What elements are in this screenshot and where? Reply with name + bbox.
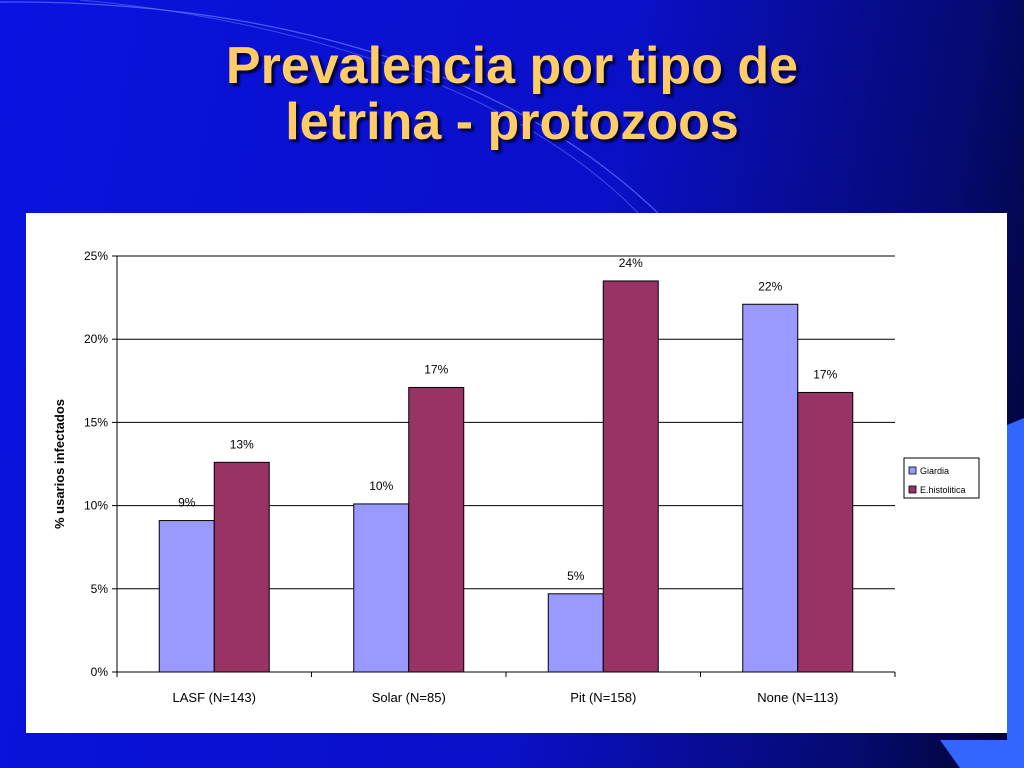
y-tick-label: 15% [84, 415, 108, 429]
bar-e-histolitica-4 [797, 391, 854, 673]
x-tick-label: Solar (N=85) [372, 690, 446, 705]
y-tick-label: 10% [84, 499, 108, 513]
legend: Giardia E.histolitica [903, 457, 980, 499]
data-label: 9% [178, 496, 196, 510]
data-labels: 9% 13% 10% 17% 5% 24% 22% 17% [178, 256, 838, 583]
bar-chart: 0% 5% 10% 15% 20% 25% % usarios infectados LASF… [52, 249, 980, 705]
data-label: 17% [424, 362, 448, 376]
data-label: 5% [567, 569, 585, 583]
bars [158, 280, 854, 673]
slide-title-line-1: Prevalencia por tipo de [225, 37, 799, 95]
bar-giardia-1 [158, 520, 215, 673]
y-axis-title: % usarios infectados [52, 399, 67, 529]
bar-giardia-2 [353, 503, 410, 673]
bar-giardia-4 [742, 303, 799, 673]
bar-e-histolitica-2 [408, 386, 465, 673]
legend-entry: E.histolitica [920, 485, 966, 495]
chart-panel: 0% 5% 10% 15% 20% 25% % usarios infectados LASF… [26, 213, 1007, 733]
data-label: 24% [619, 256, 643, 270]
legend-box [903, 457, 980, 499]
x-tick-label: Pit (N=158) [570, 690, 636, 705]
slide-title: Prevalencia por tipo de letrina - protoz… [0, 38, 1024, 150]
y-tick-label: 20% [84, 332, 108, 346]
bar-e-histolitica-1 [213, 461, 270, 673]
y-tick-label: 5% [91, 582, 109, 596]
x-tick-label: LASF (N=143) [173, 690, 256, 705]
slide-title-line-2: letrina - protozoos [285, 93, 739, 151]
legend-swatch [908, 466, 917, 475]
data-label: 17% [813, 367, 837, 381]
data-label: 22% [758, 279, 782, 293]
x-tick-label: None (N=113) [757, 690, 838, 705]
legend-swatch [908, 485, 917, 494]
data-label: 13% [230, 437, 254, 451]
y-tick-label: 25% [84, 249, 108, 263]
bar-giardia-3 [547, 593, 604, 673]
y-tick-label: 0% [91, 665, 109, 679]
data-label: 10% [369, 479, 393, 493]
axes: 0% 5% 10% 15% 20% 25% % usarios infectados LASF… [52, 249, 896, 705]
legend-entry: Giardia [920, 466, 949, 476]
bar-e-histolitica-3 [602, 280, 659, 673]
